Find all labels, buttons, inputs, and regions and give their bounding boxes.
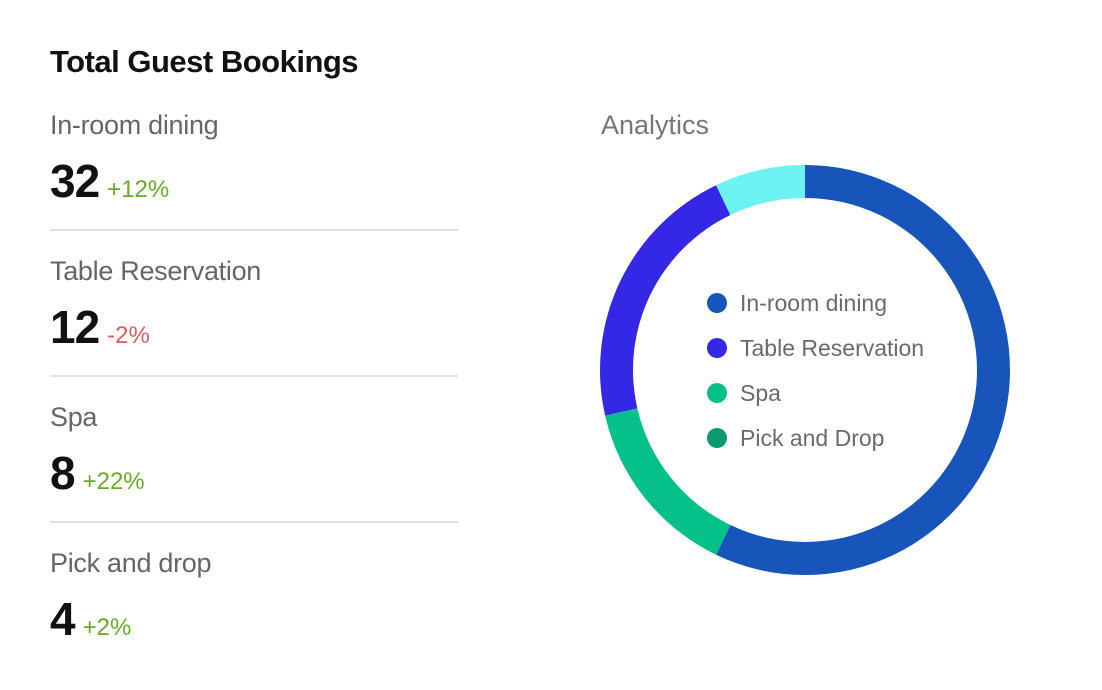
metric-value: 4 — [50, 593, 76, 645]
metric-value: 12 — [50, 301, 100, 353]
legend-label: Pick and Drop — [740, 425, 884, 451]
donut-chart: In-room dining Table Reservation Spa Pick a… — [600, 165, 1010, 575]
metric-label: Pick and drop — [50, 548, 212, 578]
metric-value: 8 — [50, 447, 76, 499]
metric-in-room-dining: In-room dining 32 +12% — [50, 106, 458, 252]
legend-item: Table Reservation — [707, 335, 924, 361]
metric-change: +2% — [82, 614, 132, 641]
donut-segment-table-reservation — [600, 185, 731, 416]
metric-value: 32 — [50, 155, 100, 207]
legend-swatch — [707, 428, 727, 448]
legend-label: In-room dining — [740, 290, 887, 316]
legend-swatch — [707, 293, 727, 313]
metric-label: In-room dining — [50, 110, 219, 140]
legend-label: Spa — [740, 380, 781, 406]
legend-swatch — [707, 383, 727, 403]
metric-pick-and-drop: Pick and drop 4 +2% — [50, 544, 458, 690]
analytics-title: Analytics — [601, 110, 710, 140]
donut-segment-spa — [605, 408, 731, 555]
metric-change: +22% — [82, 468, 145, 495]
metric-table-reservation: Table Reservation 12 -2% — [50, 252, 458, 398]
metric-label: Spa — [50, 402, 98, 432]
donut-segment-pick-and-drop — [716, 165, 805, 216]
legend-swatch — [707, 338, 727, 358]
metric-change: +12% — [107, 176, 170, 203]
legend-item: Pick and Drop — [707, 425, 884, 451]
metrics-list: In-room dining 32 +12% Table Reservation… — [50, 106, 458, 690]
legend-item: Spa — [707, 380, 781, 406]
metric-change: -2% — [107, 322, 150, 349]
metric-label: Table Reservation — [50, 256, 262, 286]
card-title: Total Guest Bookings — [50, 44, 359, 79]
donut-segment-in-room-dining — [716, 165, 1010, 575]
legend-label: Table Reservation — [740, 335, 924, 361]
metric-spa: Spa 8 +22% — [50, 398, 458, 544]
legend-item: In-room dining — [707, 290, 887, 316]
